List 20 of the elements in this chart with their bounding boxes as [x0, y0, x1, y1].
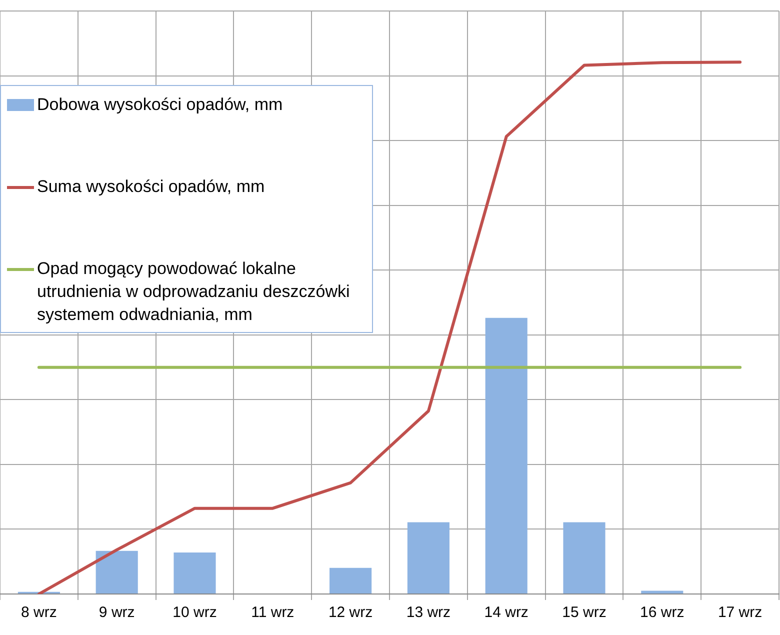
x-tick-label: 12 wrz	[328, 604, 373, 622]
x-tick-label: 15 wrz	[562, 604, 606, 622]
x-tick-label: 16 wrz	[640, 604, 684, 622]
x-tick-label: 8 wrz	[21, 604, 57, 622]
legend-label: Dobowa wysokości opadów, mm	[37, 94, 283, 116]
x-tick-label: 10 wrz	[172, 604, 217, 622]
bar	[407, 522, 450, 594]
bar	[330, 568, 372, 594]
bar	[485, 318, 528, 594]
x-tick-label: 17 wrz	[718, 604, 762, 622]
legend-label: Suma wysokości opadów, mm	[37, 176, 265, 198]
x-tick-label: 13 wrz	[406, 604, 451, 622]
legend-label: Opad mogący powodować lokalne utrudnienia w odprowadzaniu deszczówki systemem odwadniania, mm	[37, 258, 351, 326]
bar	[174, 552, 216, 594]
x-tick-label: 14 wrz	[484, 604, 528, 622]
bar	[563, 522, 606, 594]
bar	[641, 590, 684, 594]
x-tick-label: 9 wrz	[98, 604, 135, 622]
x-tick-label: 11 wrz	[251, 604, 294, 622]
bar	[96, 550, 138, 594]
